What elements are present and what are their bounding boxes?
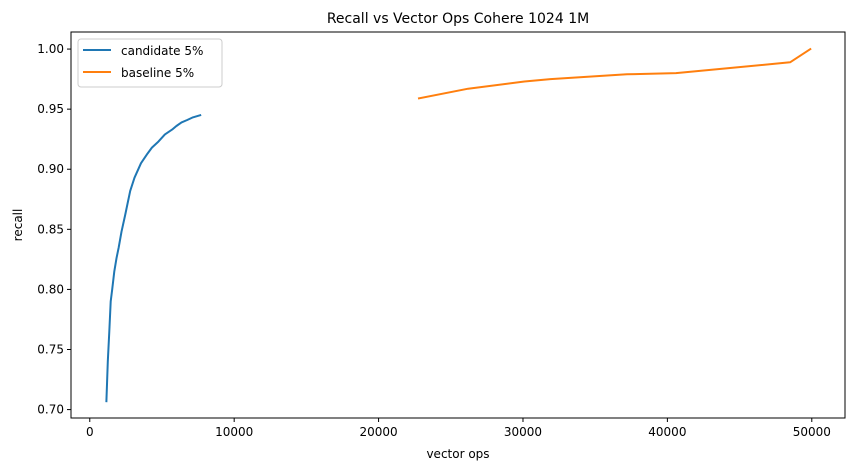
x-tick-label: 0 [86, 425, 94, 439]
x-axis-label: vector ops [426, 447, 489, 461]
x-tick-label: 20000 [359, 425, 397, 439]
y-tick-label: 0.75 [37, 343, 64, 357]
y-tick-label: 0.85 [37, 222, 64, 236]
y-tick-label: 1.00 [37, 42, 64, 56]
x-tick-label: 40000 [648, 425, 686, 439]
x-tick-label: 30000 [504, 425, 542, 439]
legend-box [77, 38, 223, 88]
y-tick-label: 0.95 [37, 102, 64, 116]
y-tick-label: 0.70 [37, 403, 64, 417]
legend-label-candidate: candidate 5% [121, 44, 203, 58]
plot-frame [70, 31, 846, 419]
series-line-candidate [105, 113, 202, 403]
legend-label-baseline: baseline 5% [121, 66, 194, 80]
y-tick-label: 0.90 [37, 162, 64, 176]
series-line-baseline [417, 47, 812, 100]
y-axis-ticks: 0.70 0.75 0.80 0.85 0.90 0.95 1.00 [37, 42, 71, 417]
x-tick-label: 50000 [793, 425, 831, 439]
legend: candidate 5% baseline 5% [77, 38, 223, 88]
chart-title: Recall vs Vector Ops Cohere 1024 1M [327, 11, 589, 27]
x-axis-ticks: 0 10000 20000 30000 40000 50000 [86, 418, 831, 439]
x-tick-label: 10000 [215, 425, 253, 439]
y-tick-label: 0.80 [37, 282, 64, 296]
plot-lines [105, 47, 812, 403]
y-axis-label: recall [11, 209, 25, 242]
